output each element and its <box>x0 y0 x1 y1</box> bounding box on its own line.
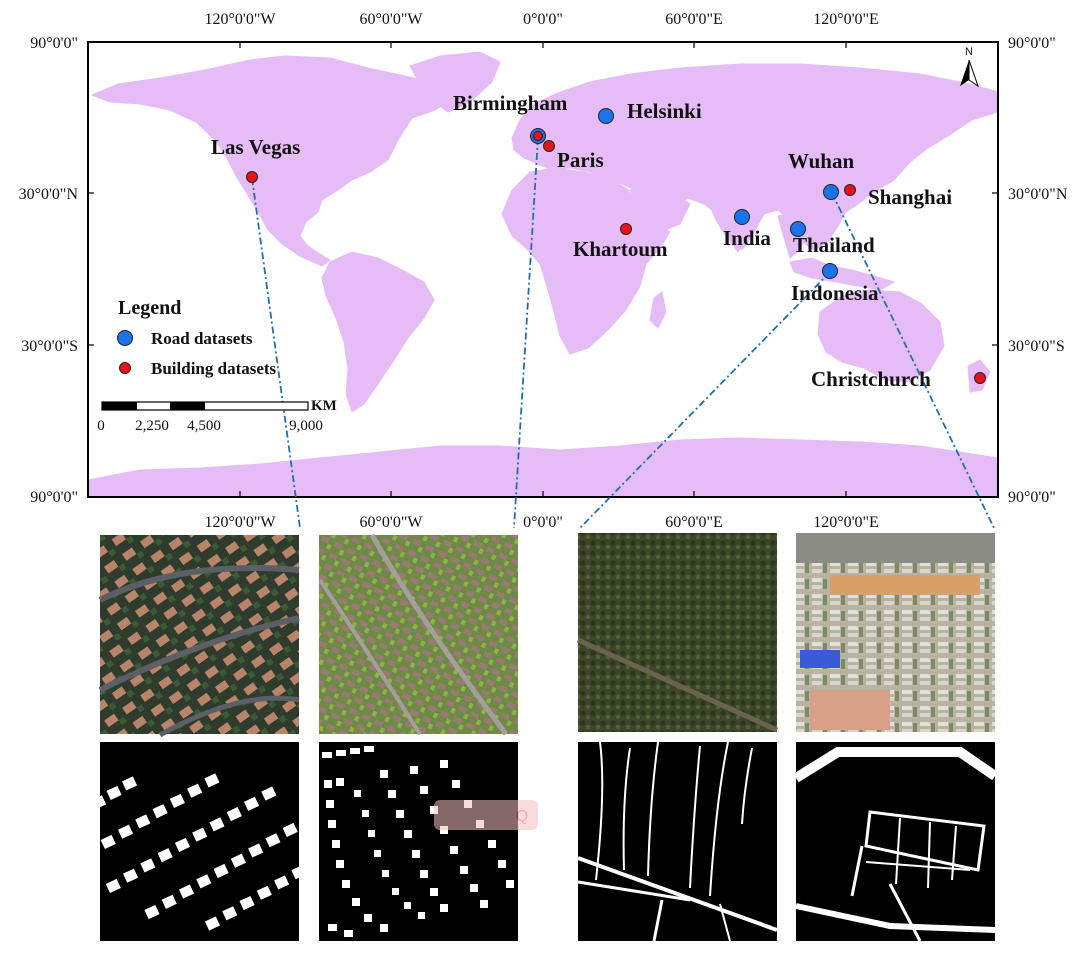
city-labels: Birmingham Helsinki Las Vegas Paris Wuha… <box>211 91 952 391</box>
satellite-image-las-vegas <box>98 535 300 738</box>
marker-las-vegas <box>246 171 258 183</box>
land-north-america <box>90 55 453 267</box>
north-label: N <box>965 46 973 58</box>
top-lon-tick: 60°0'0"E <box>665 11 723 28</box>
bottom-lon-tick: 0°0'0" <box>523 514 563 531</box>
bottom-longitude-ticks: 120°0'0"W 60°0'0"W 0°0'0" 60°0'0"E 120°0… <box>205 514 879 531</box>
marker-christchurch <box>974 372 986 384</box>
left-lat-tick: 30°0'0"S <box>21 338 78 355</box>
graticule-ticks <box>88 42 998 497</box>
top-lon-tick: 120°0'0"W <box>205 11 277 28</box>
land-africa <box>501 167 671 355</box>
watermark-glyph: Q <box>516 808 528 825</box>
legend-building-marker <box>119 362 131 374</box>
sample-images <box>75 533 998 942</box>
bottom-lon-tick: 120°0'0"W <box>205 514 277 531</box>
land <box>87 51 999 498</box>
city-label-indonesia: Indonesia <box>791 281 879 305</box>
city-label-shanghai: Shanghai <box>868 185 952 209</box>
city-label-khartoum: Khartoum <box>573 237 668 261</box>
city-markers <box>246 108 986 384</box>
city-label-birmingham: Birmingham <box>453 91 568 115</box>
land-south-america <box>321 251 435 413</box>
leader-line-birmingham <box>513 137 539 529</box>
legend-road-label: Road datasets <box>151 329 253 348</box>
scale-tick-4500: 4,500 <box>187 418 221 434</box>
marker-helsinki <box>598 108 614 124</box>
watermark: Q <box>434 800 538 830</box>
legend-road-marker <box>117 330 133 346</box>
city-label-las-vegas: Las Vegas <box>211 135 300 159</box>
leader-line-wuhan <box>831 192 995 529</box>
land-arabia <box>629 185 691 233</box>
leader-lines <box>251 137 995 529</box>
land-madagascar <box>649 291 667 329</box>
right-lat-tick: 90°0'0" <box>1008 489 1056 506</box>
land-antarctica <box>87 437 999 498</box>
marker-india <box>734 209 750 225</box>
marker-indonesia <box>822 263 838 279</box>
city-label-india: India <box>723 226 771 250</box>
right-latitude-ticks: 90°0'0" 30°0'0"N 30°0'0"S 90°0'0" <box>1008 35 1068 506</box>
land-eurasia <box>511 63 999 251</box>
right-lat-tick: 90°0'0" <box>1008 35 1056 52</box>
left-lat-tick: 30°0'0"N <box>19 186 79 203</box>
scale-tick-0: 0 <box>97 418 105 434</box>
scale-bar: 0 2,250 4,500 9,000 KM <box>97 398 337 434</box>
world-map: 120°0'0"W 60°0'0"W 0°0'0" 60°0'0"E 120°0… <box>19 11 1068 531</box>
city-label-christchurch: Christchurch <box>811 367 931 391</box>
satellite-image-birmingham <box>318 533 518 736</box>
mask-indonesia <box>577 741 778 942</box>
mask-birmingham <box>319 742 518 941</box>
marker-shanghai <box>844 184 856 196</box>
city-label-paris: Paris <box>557 148 604 172</box>
scale-tick-9000: 9,000 <box>289 418 323 434</box>
right-lat-tick: 30°0'0"S <box>1008 338 1065 355</box>
top-longitude-ticks: 120°0'0"W 60°0'0"W 0°0'0" 60°0'0"E 120°0… <box>205 11 879 28</box>
city-label-helsinki: Helsinki <box>627 99 702 123</box>
top-lon-tick: 0°0'0" <box>523 11 563 28</box>
top-lon-tick: 120°0'0"E <box>813 11 879 28</box>
city-label-thailand: Thailand <box>793 233 875 257</box>
city-label-wuhan: Wuhan <box>788 149 854 173</box>
satellite-image-wuhan <box>796 533 995 732</box>
satellite-image-indonesia <box>576 533 779 733</box>
marker-birmingham-building <box>533 131 543 141</box>
legend-title: Legend <box>118 297 181 319</box>
bottom-lon-tick: 60°0'0"W <box>360 514 424 531</box>
legend: Legend Road datasets Building datasets <box>117 297 277 378</box>
land-greenland <box>409 51 501 113</box>
left-lat-tick: 90°0'0" <box>30 489 78 506</box>
scale-tick-2250: 2,250 <box>135 418 169 434</box>
scale-unit: KM <box>311 398 337 414</box>
leader-line-las-vegas <box>251 177 301 529</box>
land-japan <box>877 143 899 177</box>
mask-wuhan <box>793 742 998 942</box>
bottom-lon-tick: 120°0'0"E <box>813 514 879 531</box>
north-arrow-icon: N <box>960 46 979 88</box>
land-scandinavia <box>559 89 605 131</box>
marker-thailand <box>790 221 806 237</box>
marker-paris <box>543 140 555 152</box>
bottom-lon-tick: 60°0'0"E <box>665 514 723 531</box>
top-lon-tick: 60°0'0"W <box>360 11 424 28</box>
marker-khartoum <box>620 223 632 235</box>
mask-las-vegas <box>75 742 316 941</box>
legend-building-label: Building datasets <box>151 359 277 378</box>
marker-wuhan <box>823 184 839 200</box>
left-lat-tick: 90°0'0" <box>30 35 78 52</box>
left-latitude-ticks: 90°0'0" 30°0'0"N 30°0'0"S 90°0'0" <box>19 35 79 506</box>
right-lat-tick: 30°0'0"N <box>1008 186 1068 203</box>
